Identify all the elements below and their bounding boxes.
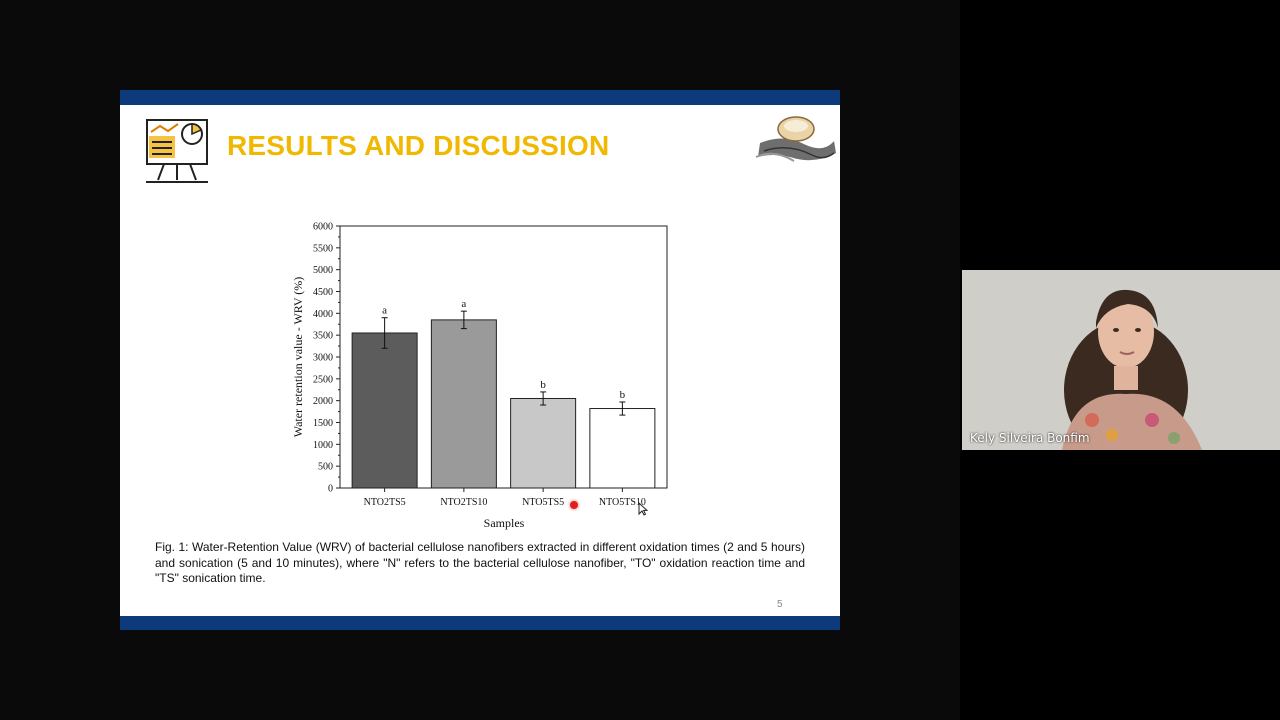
bar-NTO5TS10 <box>589 408 656 489</box>
y-tick-label: 1000 <box>313 440 333 451</box>
y-tick-label: 2500 <box>313 374 333 385</box>
x-tick-label: NTO5TS5 <box>522 497 564 508</box>
y-tick-label: 3000 <box>313 353 333 364</box>
significance-letter: a <box>461 298 466 310</box>
slide-bottom-bar <box>120 616 840 630</box>
presentation-area: RESULTS AND DISCUSSION 0 500 1000 1500 2000 2… <box>120 90 840 630</box>
y-tick-label: 6000 <box>313 222 333 233</box>
y-tick-label: 5500 <box>313 243 333 254</box>
bar-NTO2TS10 <box>430 319 497 489</box>
x-tick-label: NTO2TS5 <box>364 497 406 508</box>
bars: a NTO2TS5 a NTO2TS10 b NTO5TS5 b NTO5TS10 <box>351 298 656 508</box>
participant-name: Kely Silveira Bonfim <box>970 431 1090 445</box>
bar-NTO2TS5 <box>351 332 418 489</box>
bar-NTO5TS5 <box>510 397 577 489</box>
y-tick-label: 3500 <box>313 331 333 342</box>
laser-pointer <box>570 501 578 509</box>
significance-letter: a <box>382 305 387 317</box>
cellulose-illustration-icon <box>754 113 838 172</box>
y-tick-label: 0 <box>328 484 333 495</box>
y-tick-label: 5000 <box>313 265 333 276</box>
chart-board-icon <box>144 118 210 189</box>
significance-letter: b <box>620 389 626 401</box>
significance-letter: b <box>540 379 546 391</box>
participant-video-tile[interactable]: Kely Silveira Bonfim <box>962 270 1280 450</box>
y-tick-label: 500 <box>318 462 333 473</box>
slide: RESULTS AND DISCUSSION 0 500 1000 1500 2000 2… <box>120 90 840 630</box>
participant-avatar <box>962 270 1280 450</box>
slide-title: RESULTS AND DISCUSSION <box>227 130 610 161</box>
mouse-cursor-icon <box>638 501 649 521</box>
x-axis-label: Samples <box>484 516 525 530</box>
wrv-bar-chart: 0 500 1000 1500 2000 2500 3000 3500 4000 4500 5000… <box>291 222 668 530</box>
figure-caption: Fig. 1: Water-Retention Value (WRV) of b… <box>155 540 805 585</box>
y-axis: 0 500 1000 1500 2000 2500 3000 3500 4000 4500 5000… <box>313 222 340 495</box>
x-tick-label: NTO2TS10 <box>440 497 487 508</box>
y-tick-label: 1500 <box>313 418 333 429</box>
y-tick-label: 2000 <box>313 396 333 407</box>
page-number: 5 <box>777 599 783 610</box>
y-tick-label: 4500 <box>313 287 333 298</box>
x-tick-label: NTO5TS10 <box>599 497 646 508</box>
slide-top-bar <box>120 90 840 105</box>
y-tick-label: 4000 <box>313 309 333 320</box>
y-axis-label: Water retention value - WRV (%) <box>291 277 305 438</box>
